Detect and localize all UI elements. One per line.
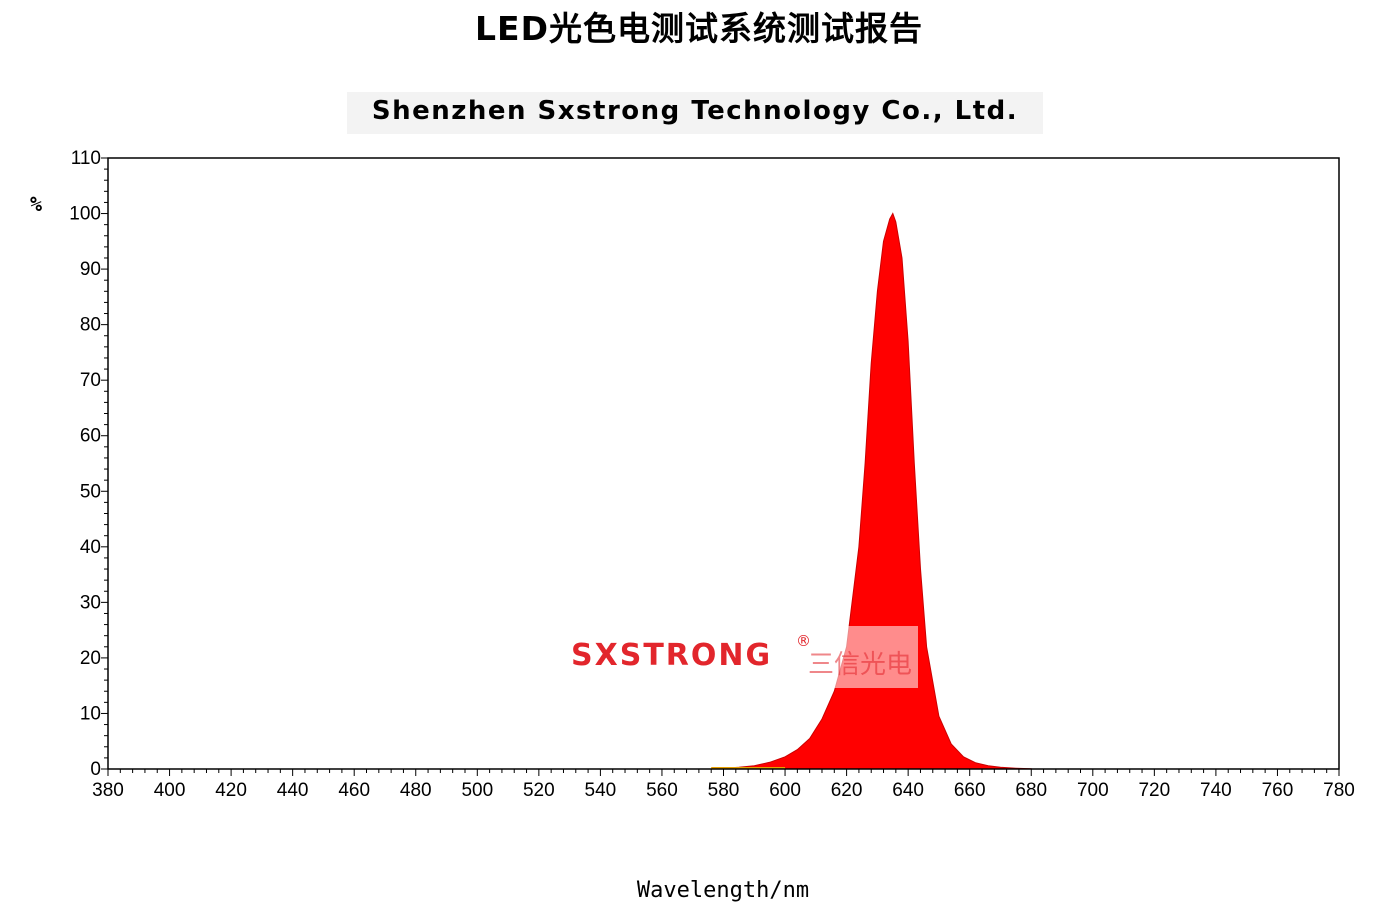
y-tick-label: 80 (80, 315, 101, 336)
y-tick-label: 40 (80, 537, 101, 558)
y-tick-label: 90 (80, 259, 101, 280)
x-tick-label: 620 (831, 780, 863, 801)
x-tick-label: 780 (1323, 780, 1355, 801)
x-tick-label: 520 (523, 780, 555, 801)
y-tick-label: 10 (80, 703, 101, 724)
y-tick-label: 30 (80, 592, 101, 613)
y-tick-label: 20 (80, 648, 101, 669)
x-tick-label: 740 (1200, 780, 1232, 801)
report-title: LED光色电测试系统测试报告 (475, 9, 923, 48)
x-tick-label: 700 (1077, 780, 1109, 801)
y-axis-label: % (30, 192, 43, 216)
y-tick-label: 100 (69, 204, 101, 225)
company-band (347, 92, 1043, 134)
x-tick-label: 580 (708, 780, 740, 801)
x-tick-label: 500 (461, 780, 493, 801)
y-tick-label: 50 (80, 481, 101, 502)
x-tick-label: 640 (892, 780, 924, 801)
x-tick-label: 420 (215, 780, 247, 801)
x-tick-label: 560 (646, 780, 678, 801)
x-axis-label: Wavelength/nm (636, 878, 810, 903)
x-tick-label: 540 (585, 780, 617, 801)
y-tick-label: 70 (80, 370, 101, 391)
watermark-registered-mark: ® (796, 632, 811, 650)
x-tick-label: 600 (769, 780, 801, 801)
x-tick-label: 480 (400, 780, 432, 801)
x-tick-label: 440 (277, 780, 309, 801)
x-tick-label: 680 (1015, 780, 1047, 801)
x-tick-label: 660 (954, 780, 986, 801)
company-name: Shenzhen Sxstrong Technology Co., Ltd. (371, 96, 1019, 126)
y-tick-label: 0 (90, 759, 101, 780)
x-tick-label: 760 (1262, 780, 1294, 801)
x-tick-label: 720 (1138, 780, 1170, 801)
x-tick-label: 460 (338, 780, 370, 801)
x-tick-label: 400 (154, 780, 186, 801)
y-tick-label: 60 (80, 426, 101, 447)
y-tick-label: 110 (71, 148, 101, 169)
watermark-brand: SXSTRONG (571, 638, 773, 673)
spectrum-area (723, 212, 1032, 770)
x-tick-label: 380 (92, 780, 124, 801)
watermark-band (562, 626, 918, 688)
watermark-chinese: 三信光电 (808, 650, 913, 680)
